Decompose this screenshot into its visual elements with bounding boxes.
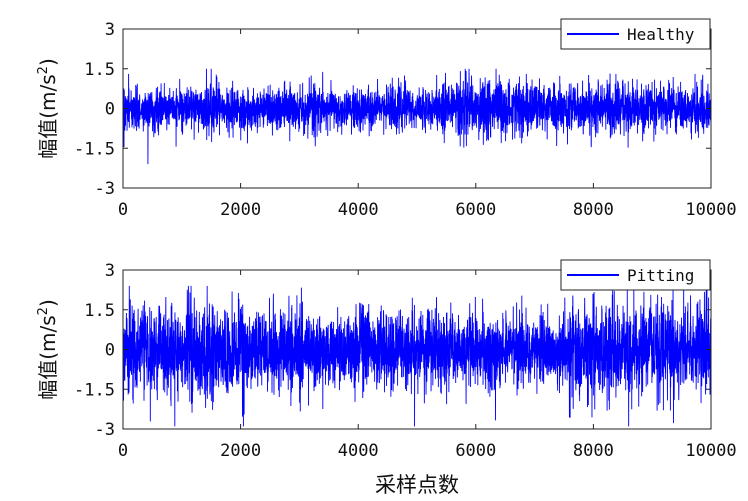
x-tick-label: 0 — [118, 200, 128, 220]
legend: Healthy — [560, 18, 711, 50]
x-tick-label: 4000 — [338, 200, 379, 220]
signal-trace-healthy — [123, 68, 711, 165]
y-tick-label: 1.5 — [84, 60, 115, 80]
x-tick-label: 2000 — [220, 200, 261, 220]
signal-trace-pitting — [123, 285, 711, 427]
x-tick-label: 8000 — [573, 441, 614, 461]
x-tick-label: 2000 — [220, 441, 261, 461]
y-tick-label: 0 — [105, 100, 115, 120]
y-tick-label: -1.5 — [74, 380, 115, 400]
legend: Pitting — [560, 259, 711, 291]
x-tick-label: 0 — [118, 441, 128, 461]
y-axis-label: 幅值(m/s2) — [36, 58, 60, 159]
y-tick-label: 0 — [105, 341, 115, 361]
pitting-subplot: 0 2000 4000 6000 8000 10000 3 1.5 0 -1.5 -3 幅值(m/s2… — [36, 259, 737, 461]
x-axis-label: 采样点数 — [375, 473, 459, 497]
x-tick-label: 6000 — [455, 200, 496, 220]
x-tick-label: 4000 — [338, 441, 379, 461]
x-tick-label: 6000 — [455, 441, 496, 461]
y-tick-label: 3 — [105, 20, 115, 40]
y-tick-label: -1.5 — [74, 139, 115, 159]
y-tick-label: -3 — [95, 420, 115, 440]
y-tick-label: 3 — [105, 261, 115, 281]
y-axis-label: 幅值(m/s2) — [36, 299, 60, 400]
x-tick-label: 10000 — [685, 441, 736, 461]
y-tick-label: 1.5 — [84, 301, 115, 321]
healthy-subplot: 0 2000 4000 6000 8000 10000 3 1.5 0 -1.5 -3 幅值(m/s2… — [36, 18, 737, 220]
y-tick-label: -3 — [95, 179, 115, 199]
x-tick-label: 8000 — [573, 200, 614, 220]
legend-label: Healthy — [627, 25, 695, 44]
x-tick-label: 10000 — [685, 200, 736, 220]
legend-label: Pitting — [627, 266, 694, 285]
